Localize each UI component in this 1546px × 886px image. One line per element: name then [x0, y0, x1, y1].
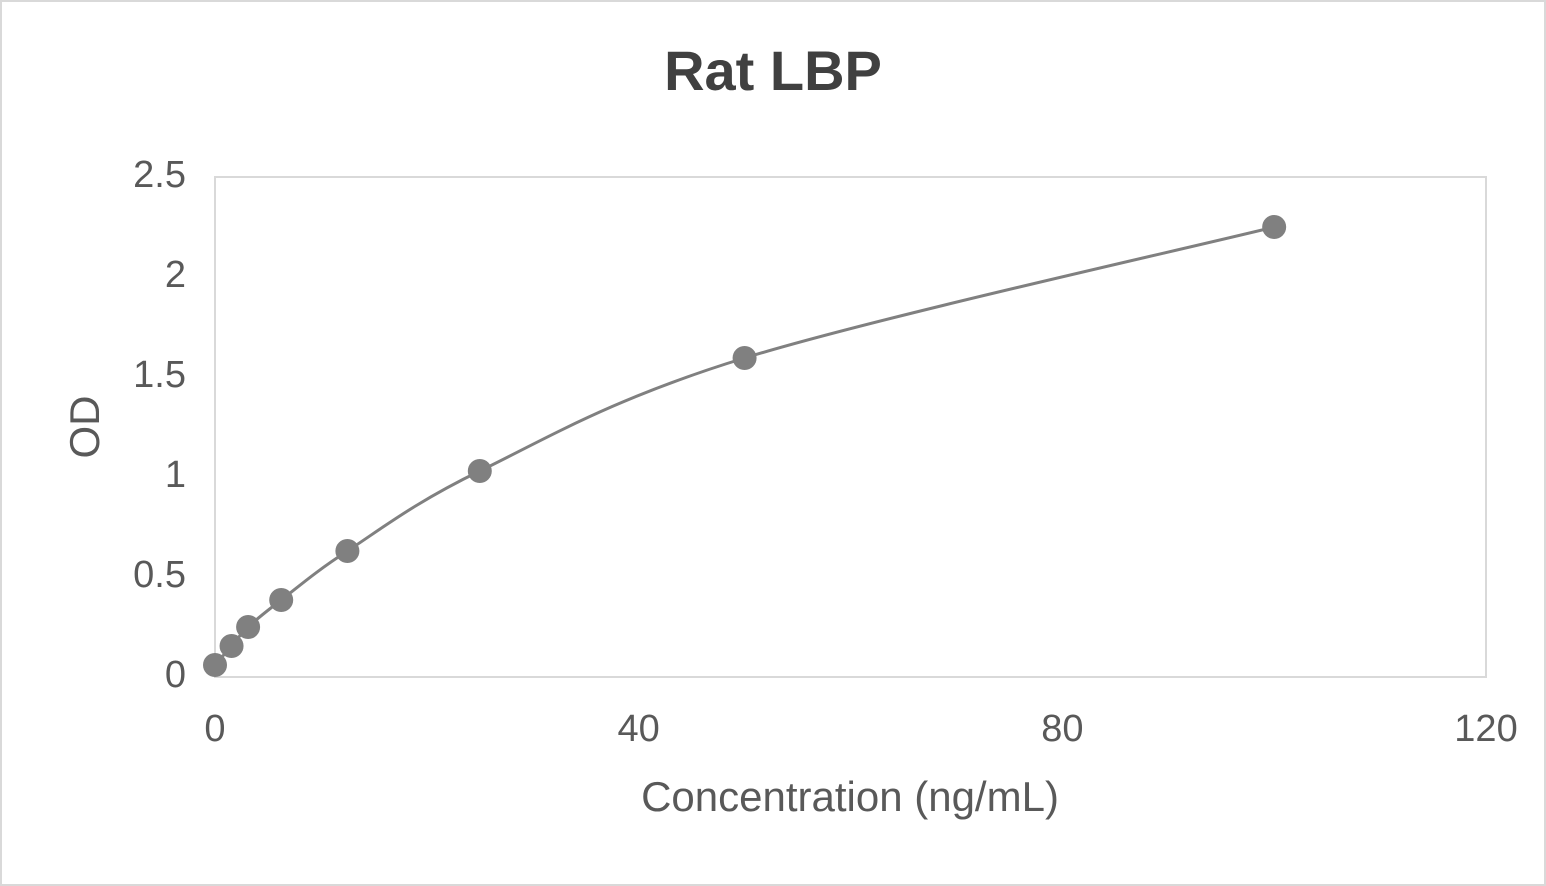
y-tick-label: 0 [165, 654, 186, 696]
y-tick-label: 1.5 [133, 354, 186, 396]
x-tick-label: 80 [1041, 708, 1083, 750]
y-tick-label: 2.5 [133, 154, 186, 196]
x-tick-label: 40 [618, 708, 660, 750]
x-axis-label: Concentration (ng/mL) [641, 773, 1059, 820]
data-point [335, 539, 360, 563]
x-tick-label: 120 [1454, 708, 1517, 750]
data-point [203, 653, 227, 677]
data-point [467, 459, 492, 483]
y-tick-label: 1 [165, 454, 186, 496]
y-tick-label: 2 [165, 254, 186, 296]
chart-title: Rat LBP [664, 39, 882, 102]
data-point [269, 588, 294, 612]
y-axis-label: OD [61, 396, 108, 459]
data-point [732, 346, 757, 370]
data-point [219, 634, 244, 658]
data-point [236, 615, 261, 639]
data-point [1262, 215, 1287, 239]
x-tick-label: 0 [204, 708, 225, 750]
plot-area [214, 176, 1487, 678]
y-tick-label: 0.5 [133, 554, 186, 596]
